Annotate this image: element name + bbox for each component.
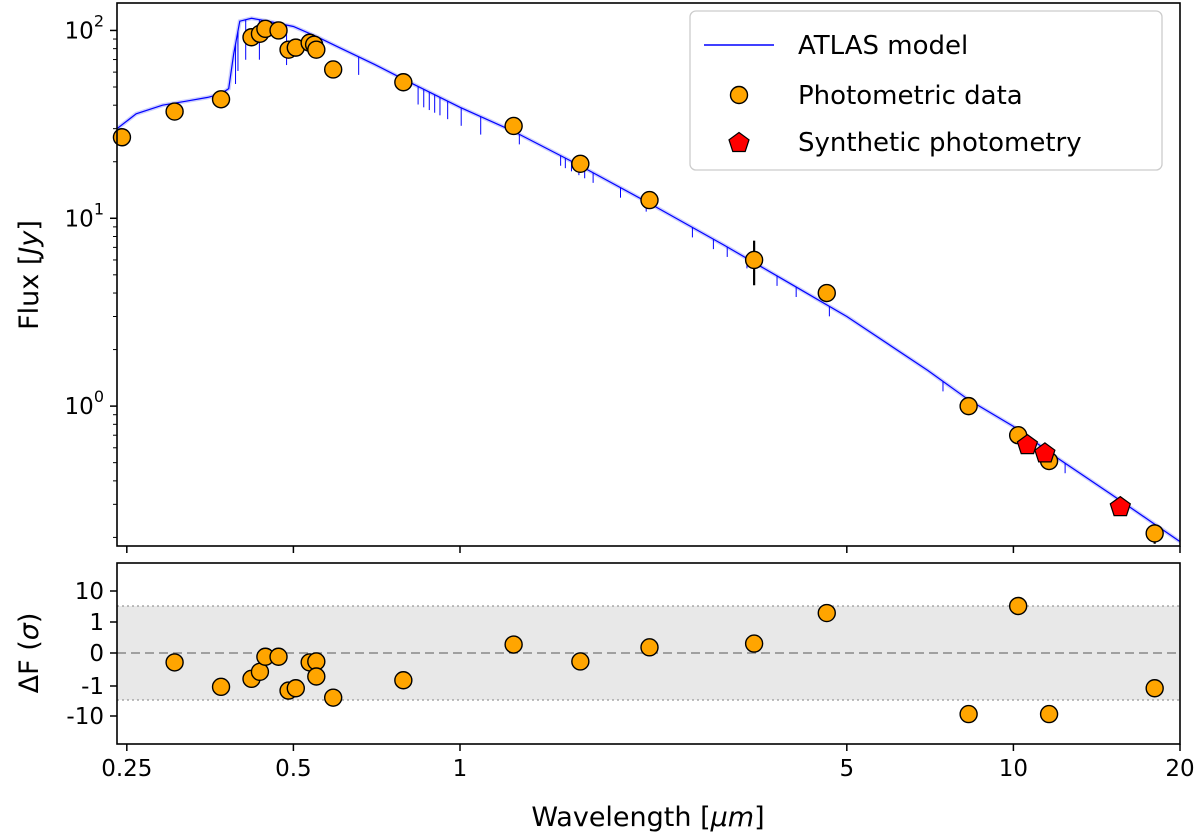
residual-y-tick-label: 10 [75,579,104,605]
residual-point [307,667,326,686]
residual-point [1039,704,1059,724]
legend-label-model: ATLAS model [798,31,968,61]
residual-point [959,704,978,724]
x-tick-label: 10 [999,756,1028,782]
legend-label-photometric: Photometric data [798,81,1023,111]
sed-x-ticks [126,546,1181,553]
residual-point [640,638,659,657]
synthetic-points-layer [1016,433,1132,517]
residual-point [571,652,590,671]
residual-point [269,647,288,666]
photometric-point [269,21,288,40]
residual-y-tick-label: -1 [81,674,104,700]
photometric-point [1145,524,1164,543]
residual-point [1145,679,1164,698]
residual-point [211,677,231,697]
synthetic-point [1016,433,1039,455]
photometric-point [211,90,231,109]
photometric-points-layer [112,19,1164,544]
y-tick-label: 101 [65,199,104,232]
synthetic-point [1034,442,1056,463]
y-tick-label: 100 [65,387,104,420]
legend-label-synthetic: Synthetic photometry [798,128,1082,158]
residual-point [323,688,343,707]
legend-pentagon-icon [728,131,750,153]
residual-x-ticks: 0.25 0.5 1 5 10 20 [101,744,1195,782]
photometric-point [817,283,836,303]
photometric-point [394,73,413,92]
legend-box [689,10,1163,171]
residual-point [165,653,184,672]
residual-y-tick-label: -10 [66,704,104,730]
residual-point [286,679,305,698]
sed-panel: 100 101 102 Flux [Jy] ATLAS model Photomet… [14,2,1182,553]
photometric-point [165,102,184,121]
photometric-point [307,40,326,59]
residual-points-layer [165,596,1164,724]
x-axis-label: Wavelength [μm] [531,802,764,833]
synthetic-point [1109,495,1132,517]
sed-y-axis-label: Flux [Jy] [14,220,45,330]
residual-point [817,603,836,623]
photometric-point [571,154,590,174]
x-tick-label: 20 [1165,756,1194,782]
photometric-point [744,250,764,270]
residual-point [394,671,413,690]
x-tick-label: 5 [839,756,854,782]
photometric-point [640,190,659,210]
photometric-point [959,396,978,416]
residual-point [744,634,764,653]
sed-y-ticks: 100 101 102 [65,11,117,538]
residual-y-axis-label: ΔF (σ) [14,613,45,694]
photometric-point [112,128,132,147]
residual-y-tick-label: 0 [89,641,104,667]
legend-circle-icon [729,85,749,105]
photometric-point [504,116,523,136]
y-tick-label: 102 [65,11,104,44]
x-tick-label: 0.5 [275,756,312,782]
x-tick-label: 1 [453,756,468,782]
residual-y-tick-label: 1 [89,610,104,636]
residual-point [504,635,523,654]
x-tick-label: 0.25 [101,756,152,782]
photometric-point [323,60,343,79]
residual-point [1008,596,1028,616]
legend: ATLAS model Photometric data Synthetic p… [689,10,1163,171]
